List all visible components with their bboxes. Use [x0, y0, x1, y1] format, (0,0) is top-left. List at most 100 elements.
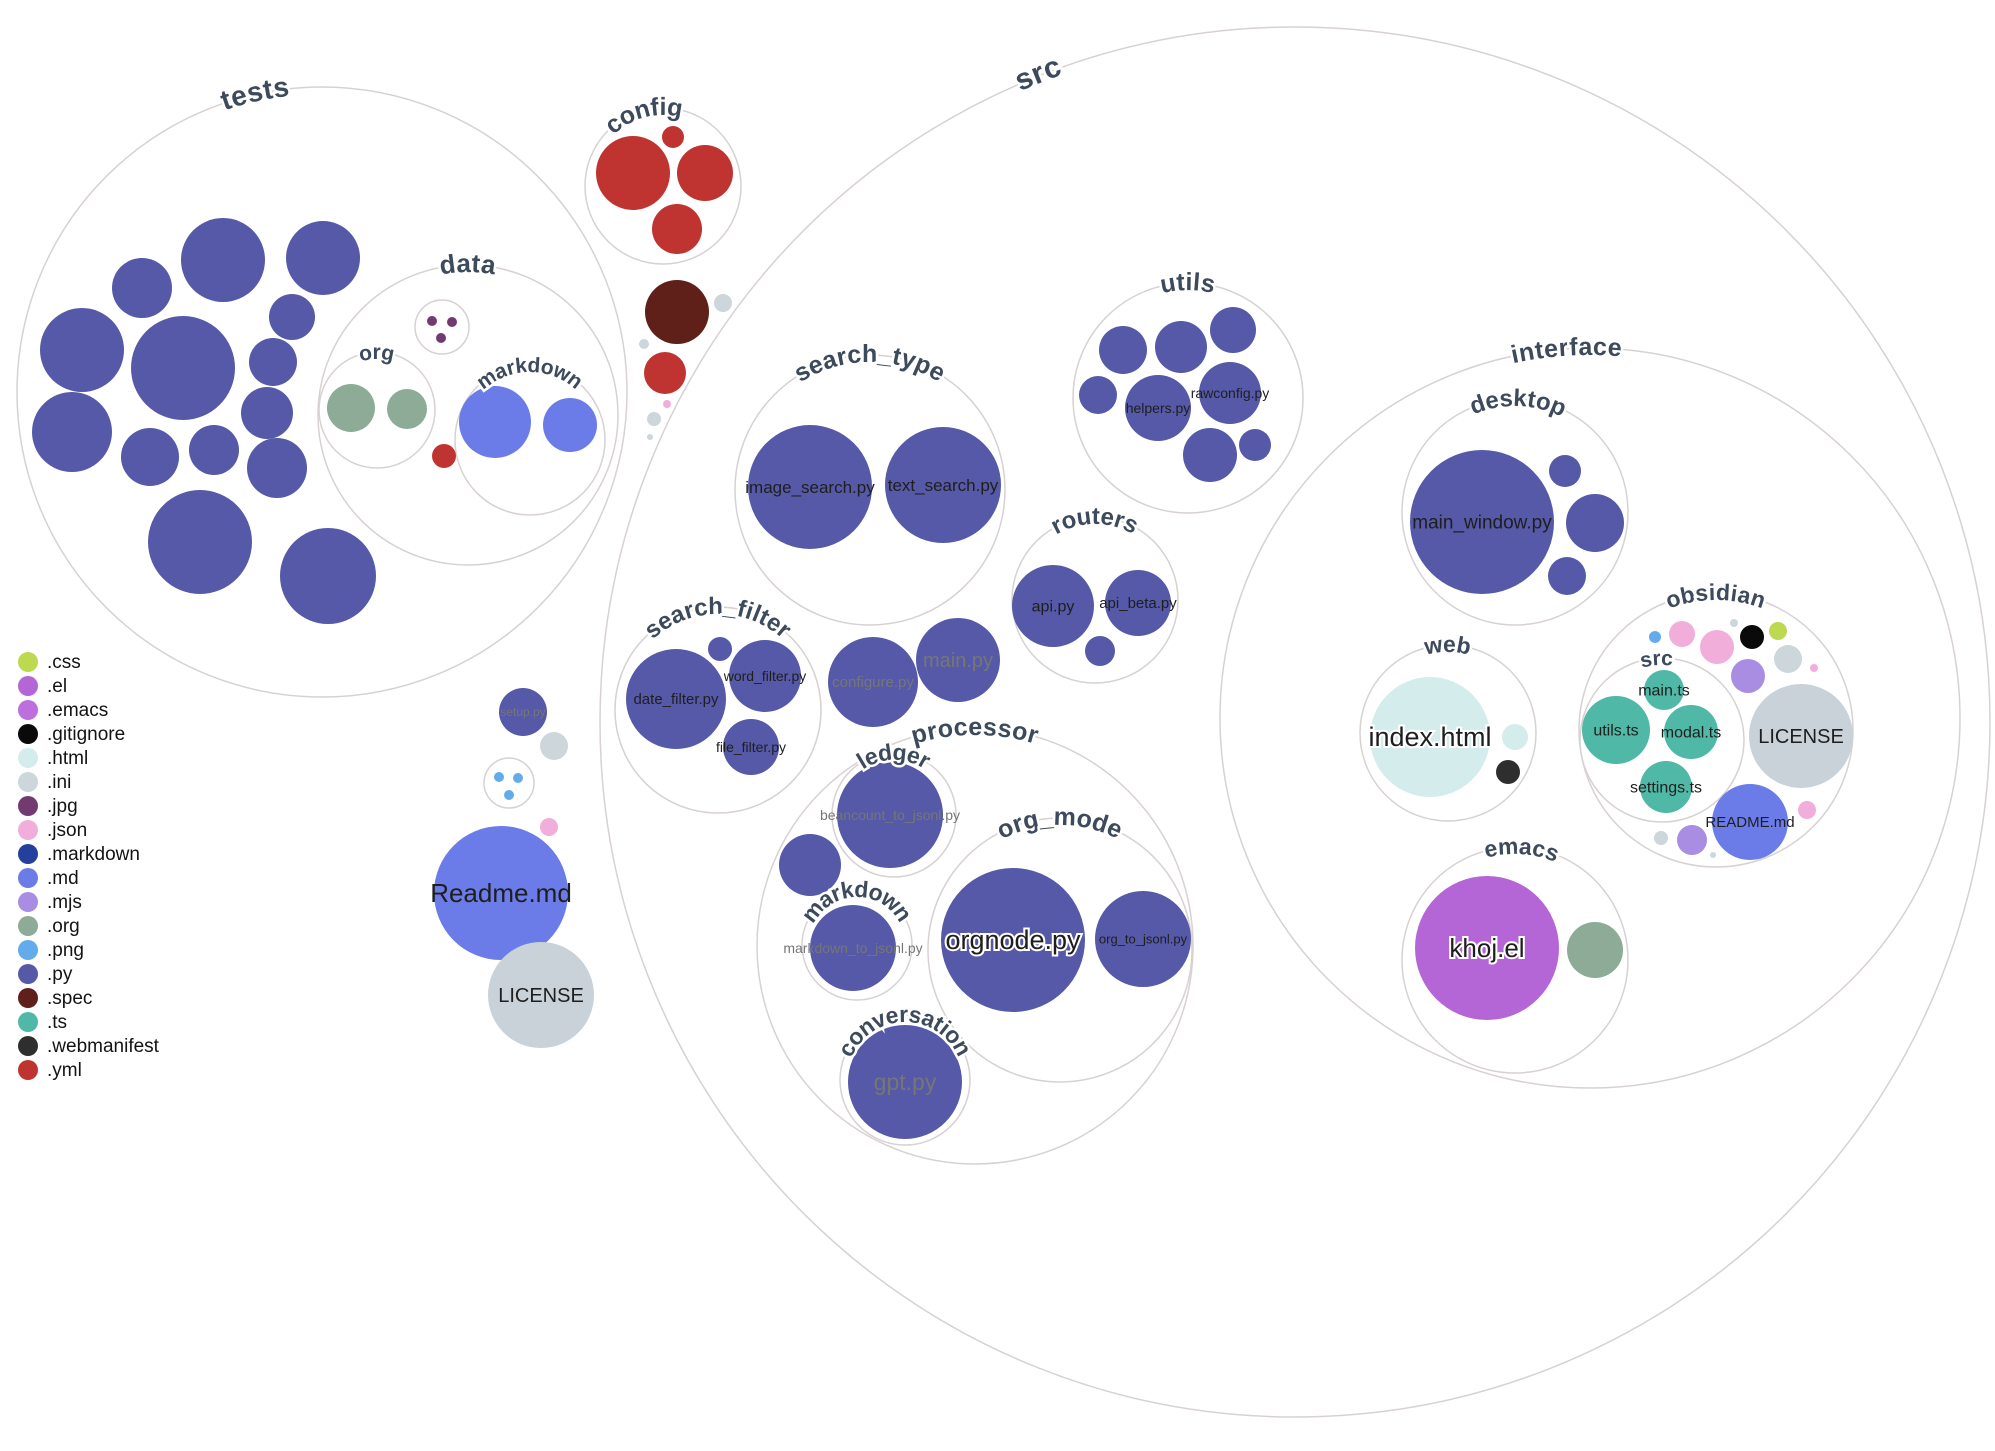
file-py-circle[interactable]	[1085, 636, 1115, 666]
file-py-circle[interactable]	[148, 490, 252, 594]
file-json-circle[interactable]	[663, 400, 671, 408]
dir-desktop-circle[interactable]	[1401, 398, 1629, 626]
file-py-circle[interactable]	[249, 338, 297, 386]
file-py-circle[interactable]	[1099, 326, 1147, 374]
dir-markdown-circle[interactable]	[801, 889, 913, 1001]
file-html-circle[interactable]	[1502, 724, 1528, 750]
file-md-circle[interactable]	[459, 386, 531, 458]
file-py-circle[interactable]	[32, 392, 112, 472]
file-rawconfig.py-circle[interactable]	[1199, 362, 1261, 424]
file-gpt.py-circle[interactable]	[848, 1025, 962, 1139]
file-spec-circle[interactable]	[645, 280, 709, 344]
file-py-circle[interactable]	[708, 637, 732, 661]
file-modal.ts-circle[interactable]	[1664, 705, 1718, 759]
file-Readme.md-circle[interactable]	[434, 826, 568, 960]
file-setup.py-circle[interactable]	[499, 688, 547, 736]
dir-png-group-circle[interactable]	[483, 757, 535, 809]
file-orgnode.py-circle[interactable]	[941, 868, 1085, 1012]
file-settings.ts-circle[interactable]	[1640, 761, 1692, 813]
dir-processor-circle[interactable]	[756, 727, 1194, 1165]
file-css-circle[interactable]	[1769, 622, 1787, 640]
file-py-circle[interactable]	[1079, 376, 1117, 414]
dir-src-circle[interactable]	[599, 26, 1991, 1418]
file-py-circle[interactable]	[181, 218, 265, 302]
file-org_to_jsonl.py-circle[interactable]	[1095, 891, 1191, 987]
file-png-circle[interactable]	[494, 772, 504, 782]
file-md-circle[interactable]	[543, 398, 597, 452]
file-yml-circle[interactable]	[432, 444, 456, 468]
file-image_search.py-circle[interactable]	[748, 425, 872, 549]
file-mjs-circle[interactable]	[1731, 659, 1765, 693]
file-py-circle[interactable]	[1566, 494, 1624, 552]
file-khoj.el-circle[interactable]	[1415, 876, 1559, 1020]
file-gitignore-circle[interactable]	[1740, 625, 1764, 649]
file-org-circle[interactable]	[1567, 922, 1623, 978]
dir-interface-circle[interactable]	[1219, 347, 1961, 1089]
file-py-circle[interactable]	[280, 528, 376, 624]
file-py-circle[interactable]	[189, 425, 239, 475]
file-json-circle[interactable]	[1669, 621, 1695, 647]
file-json-circle[interactable]	[1700, 630, 1734, 664]
dir-obsidian-circle[interactable]	[1578, 592, 1854, 868]
file-jpg-circle[interactable]	[447, 317, 457, 327]
dir-routers-circle[interactable]	[1011, 516, 1179, 684]
file-text_search.py-circle[interactable]	[885, 427, 1001, 543]
file-jpg-circle[interactable]	[436, 333, 446, 343]
file-file_filter.py-circle[interactable]	[723, 719, 779, 775]
file-main.ts-circle[interactable]	[1644, 670, 1684, 710]
file-main.py-circle[interactable]	[916, 618, 1000, 702]
file-py-circle[interactable]	[1548, 557, 1586, 595]
file-index.html-circle[interactable]	[1370, 677, 1490, 797]
file-ini-circle[interactable]	[1710, 852, 1716, 858]
dir-search_type-circle[interactable]	[734, 354, 1006, 626]
file-helpers.py-circle[interactable]	[1125, 375, 1191, 441]
file-jpg-circle[interactable]	[427, 316, 437, 326]
file-yml-circle[interactable]	[677, 145, 733, 201]
file-ini-circle[interactable]	[1730, 619, 1738, 627]
file-json-circle[interactable]	[540, 818, 558, 836]
file-py-circle[interactable]	[1549, 455, 1581, 487]
file-main_window.py-circle[interactable]	[1410, 450, 1554, 594]
file-py-circle[interactable]	[112, 258, 172, 318]
file-json-circle[interactable]	[1810, 664, 1818, 672]
dir-conversation-circle[interactable]	[839, 1014, 971, 1146]
file-py-circle[interactable]	[131, 316, 235, 420]
file-png-circle[interactable]	[504, 790, 514, 800]
dir-search_filter-circle[interactable]	[614, 606, 822, 814]
file-py-circle[interactable]	[269, 294, 315, 340]
dir-obsidian-src-circle[interactable]	[1579, 657, 1745, 823]
file-mjs-circle[interactable]	[1677, 825, 1707, 855]
file-org-circle[interactable]	[327, 384, 375, 432]
file-webmanifest-circle[interactable]	[1496, 760, 1520, 784]
file-png-circle[interactable]	[513, 773, 523, 783]
file-ini-circle[interactable]	[647, 412, 661, 426]
file-LICENSE-circle[interactable]	[1749, 684, 1853, 788]
dir-org-circle[interactable]	[318, 351, 436, 469]
file-py-circle[interactable]	[121, 428, 179, 486]
dir-web-circle[interactable]	[1359, 644, 1537, 822]
dir-utils-circle[interactable]	[1072, 282, 1304, 514]
file-py-circle[interactable]	[241, 387, 293, 439]
dir-markdown-circle[interactable]	[454, 364, 606, 516]
dir-jpg-group-circle[interactable]	[414, 299, 470, 355]
file-LICENSE-circle[interactable]	[488, 942, 594, 1048]
file-date_filter.py-circle[interactable]	[626, 649, 726, 749]
file-py-circle[interactable]	[286, 221, 360, 295]
file-utils.ts-circle[interactable]	[1582, 696, 1650, 764]
file-png-circle[interactable]	[1649, 631, 1661, 643]
file-json-circle[interactable]	[1798, 801, 1816, 819]
dir-config-circle[interactable]	[584, 107, 742, 265]
dir-org_mode-circle[interactable]	[927, 817, 1193, 1083]
file-ini-circle[interactable]	[714, 294, 732, 312]
file-word_filter.py-circle[interactable]	[729, 640, 801, 712]
file-configure.py-circle[interactable]	[828, 637, 918, 727]
file-yml-circle[interactable]	[596, 136, 670, 210]
file-py-circle[interactable]	[1155, 321, 1207, 373]
file-README.md-circle[interactable]	[1712, 784, 1788, 860]
file-ini-circle[interactable]	[1654, 831, 1668, 845]
dir-emacs-circle[interactable]	[1401, 846, 1629, 1074]
file-org-circle[interactable]	[387, 389, 427, 429]
file-ini-circle[interactable]	[1774, 645, 1802, 673]
file-yml-circle[interactable]	[652, 204, 702, 254]
dir-tests-circle[interactable]	[16, 86, 628, 698]
